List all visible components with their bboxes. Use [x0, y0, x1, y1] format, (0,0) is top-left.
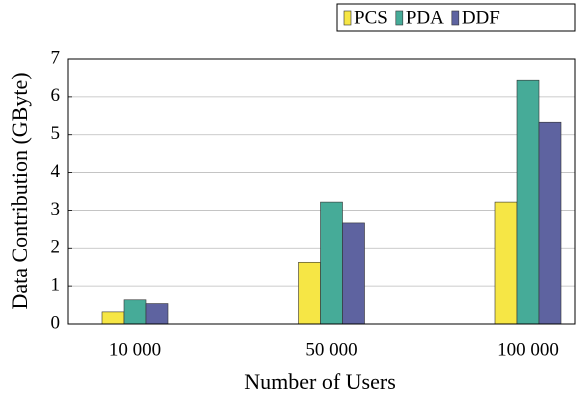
y-tick-label: 6 [51, 85, 61, 106]
bar [101, 311, 125, 325]
y-tick-label: 7 [51, 47, 61, 68]
x-tick-label: 100 000 [497, 339, 559, 360]
bar [494, 201, 518, 325]
y-tick-label: 0 [51, 312, 61, 333]
legend-swatch [451, 10, 460, 26]
y-axis-label: Data Contribution (GByte) [7, 72, 32, 309]
bar [538, 121, 562, 325]
x-axis-label: Number of Users [244, 369, 396, 394]
y-tick-label: 2 [51, 237, 61, 258]
bar [123, 299, 147, 325]
bar [145, 303, 169, 325]
bar [342, 222, 365, 325]
y-tick-label: 4 [51, 161, 61, 182]
bar [516, 79, 540, 325]
plot-frame [67, 58, 576, 325]
legend-label: PCS [354, 7, 388, 28]
legend-label: PDA [406, 7, 444, 28]
bar [298, 261, 321, 325]
bar [320, 201, 343, 325]
x-tick-label: 50 000 [305, 339, 357, 360]
y-tick-label: 5 [51, 123, 61, 144]
legend-swatch [395, 10, 404, 26]
x-tick-label: 10 000 [109, 339, 161, 360]
legend-swatch [343, 10, 352, 26]
y-tick-label: 3 [51, 199, 61, 220]
legend-label: DDF [462, 7, 500, 28]
y-tick-label: 1 [51, 275, 61, 296]
legend: PCS PDA DDF [336, 3, 576, 32]
